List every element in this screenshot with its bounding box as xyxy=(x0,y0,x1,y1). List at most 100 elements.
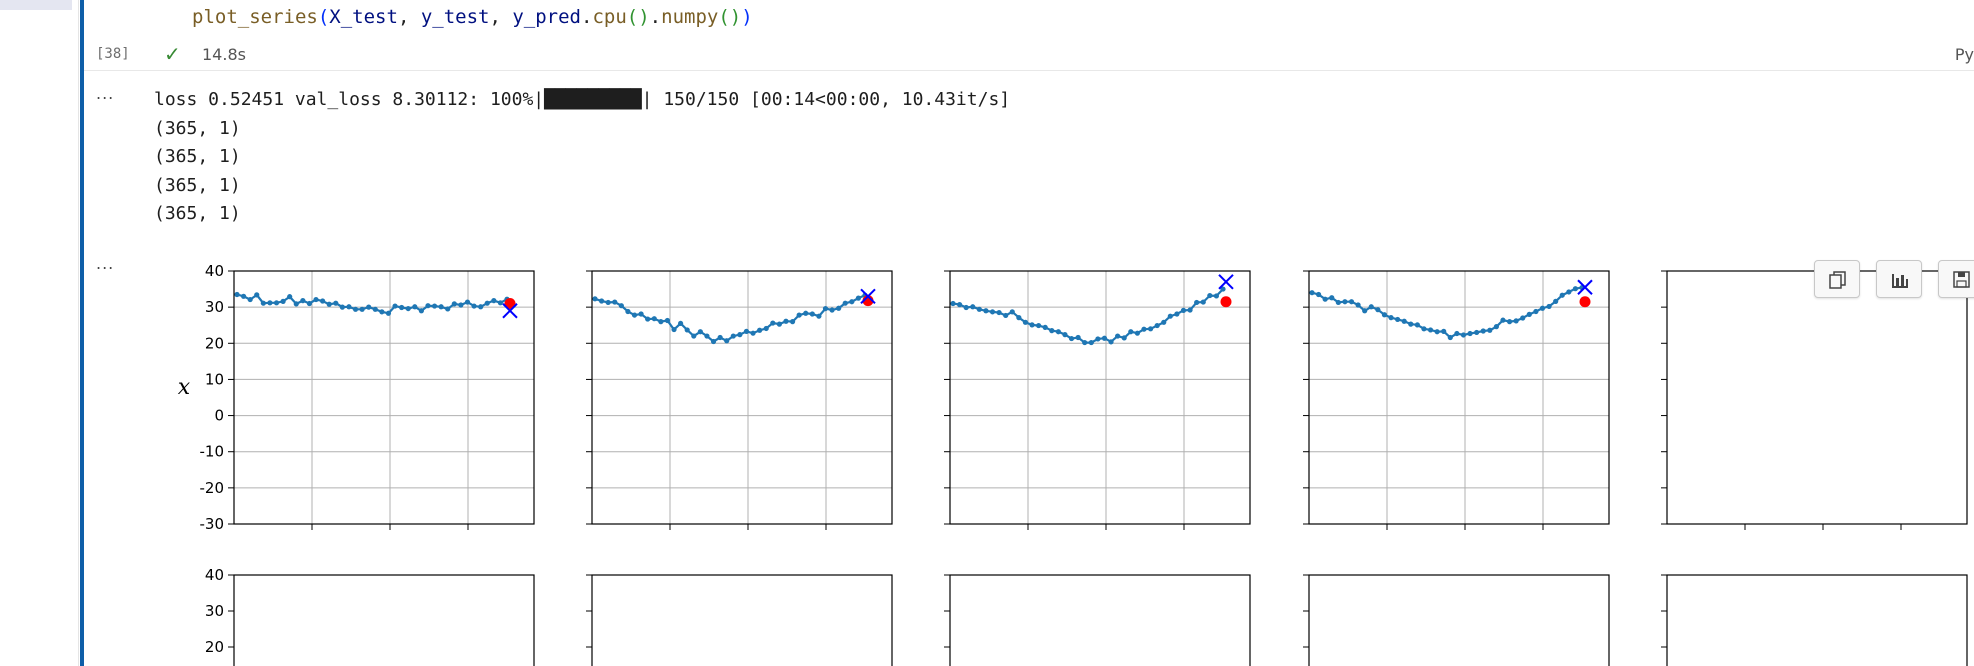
series-point xyxy=(1075,334,1081,341)
series-point xyxy=(1009,309,1015,315)
series-point xyxy=(1539,305,1546,311)
series-point xyxy=(234,291,240,298)
code-token: () xyxy=(626,6,650,28)
series-point xyxy=(1467,330,1473,337)
series-point xyxy=(451,301,457,307)
series-point xyxy=(293,301,299,307)
sidebar-active-item[interactable] xyxy=(0,0,72,10)
subplot-frame xyxy=(949,574,1251,666)
target-point xyxy=(1220,296,1232,308)
series-point xyxy=(1322,296,1328,302)
y-tick-label: 20 xyxy=(205,638,224,656)
series-point xyxy=(1154,322,1160,329)
series-point xyxy=(737,332,743,338)
series-point xyxy=(684,327,690,333)
series-point xyxy=(497,300,504,306)
series-point xyxy=(592,296,598,302)
series-point xyxy=(1220,286,1226,292)
subplot-frame xyxy=(233,574,535,666)
series-point xyxy=(625,308,631,315)
series-point xyxy=(743,328,750,334)
series-point xyxy=(1174,311,1180,317)
series-point xyxy=(392,303,398,309)
series-point xyxy=(320,298,326,304)
series-point xyxy=(1042,324,1048,330)
series-point xyxy=(1082,339,1088,346)
save-button[interactable] xyxy=(1938,260,1974,298)
subplot-frame xyxy=(233,270,535,525)
series-point xyxy=(1381,312,1388,318)
series-point xyxy=(704,333,710,339)
chart-view-button[interactable] xyxy=(1876,260,1922,298)
series-point xyxy=(1128,329,1134,335)
series-point xyxy=(1572,286,1579,292)
prediction-marker xyxy=(502,303,518,319)
language-label[interactable]: Py xyxy=(1954,45,1974,64)
series-point xyxy=(1055,329,1061,335)
series-point xyxy=(247,296,253,303)
series-point xyxy=(300,298,306,304)
code-line[interactable]: plot_series(X_test, y_test, y_pred.cpu()… xyxy=(192,6,753,28)
series-point xyxy=(359,306,365,312)
code-token: plot_series xyxy=(192,6,318,28)
series-point xyxy=(1108,339,1114,345)
series-point xyxy=(339,304,345,310)
cell-status-bar: [38] ✓ 14.8s Py xyxy=(84,40,1974,71)
series-point xyxy=(1348,299,1355,305)
series-point xyxy=(1533,308,1539,315)
series-point xyxy=(724,338,730,344)
series-point xyxy=(1427,327,1434,333)
stream-line: loss 0.52451 val_loss 8.30112: 100%|████… xyxy=(154,89,1011,110)
series-point xyxy=(438,304,444,310)
copy-button[interactable] xyxy=(1814,260,1860,298)
code-token: ) xyxy=(741,6,753,28)
code-token: y_test xyxy=(420,6,490,28)
series-point xyxy=(849,299,855,305)
series-point xyxy=(412,304,418,310)
series-point xyxy=(260,300,266,306)
series-point xyxy=(254,292,260,298)
subplot-panel xyxy=(944,270,1251,530)
series-point xyxy=(1500,317,1506,323)
code-token: () xyxy=(718,6,742,28)
execution-count[interactable]: [38] xyxy=(96,46,130,62)
target-point xyxy=(504,298,516,310)
series-point xyxy=(366,304,372,310)
execution-time: 14.8s xyxy=(202,45,246,64)
output-menu-button[interactable]: ... xyxy=(96,254,115,273)
code-token: y_pred xyxy=(512,6,581,28)
subplot-panel xyxy=(228,574,535,666)
series-point xyxy=(1553,298,1559,304)
series-point xyxy=(996,309,1002,316)
series-point xyxy=(983,308,989,314)
subplot-frame xyxy=(591,270,893,525)
series-point xyxy=(1362,308,1368,314)
series-point xyxy=(326,301,332,307)
series-point xyxy=(1088,339,1094,346)
series-point xyxy=(333,300,339,306)
bar-chart-icon xyxy=(1892,274,1908,288)
subplot-panel xyxy=(586,270,893,530)
series-point xyxy=(1207,292,1213,299)
series-point xyxy=(1487,327,1493,333)
series-point xyxy=(1016,315,1022,321)
series-point xyxy=(956,302,963,308)
series-point xyxy=(1421,326,1427,332)
series-point xyxy=(1036,322,1042,329)
series-point xyxy=(1559,292,1565,298)
output-menu-button[interactable]: ... xyxy=(96,84,115,103)
subplot-frame xyxy=(591,574,893,666)
series-point xyxy=(1022,319,1029,325)
subplot-frame xyxy=(1308,270,1610,525)
series-point xyxy=(491,298,497,304)
series-point xyxy=(776,321,782,327)
stream-line: (365, 1) xyxy=(154,203,241,225)
series-point xyxy=(379,309,385,315)
series-point xyxy=(1049,328,1055,334)
y-tick-label: 30 xyxy=(205,298,224,316)
series-point xyxy=(471,303,477,309)
subplot-panel xyxy=(228,270,535,530)
subplot-panel xyxy=(1303,270,1610,530)
series-point xyxy=(1121,335,1127,341)
